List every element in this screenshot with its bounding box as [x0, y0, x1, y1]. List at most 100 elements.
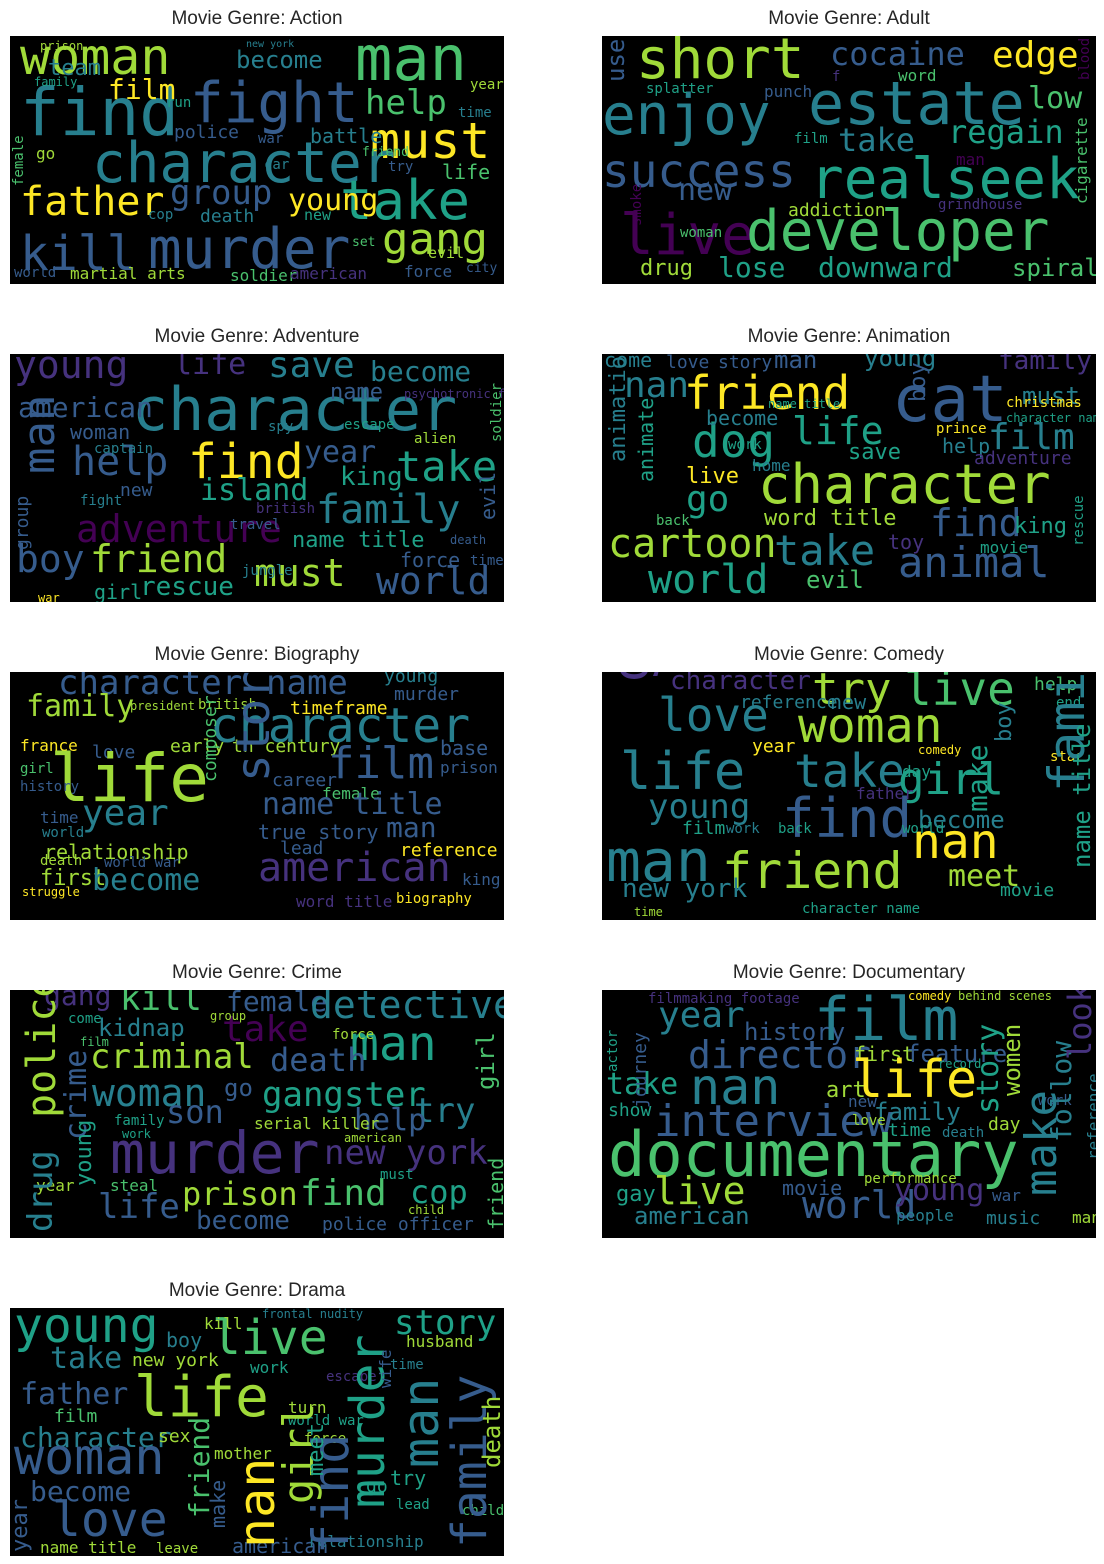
- cloud-word: lose: [718, 251, 786, 284]
- cloud-word: wife: [376, 1349, 395, 1388]
- cloud-word: go: [36, 144, 56, 163]
- cloud-word: actor: [605, 1029, 621, 1072]
- cloud-word: look: [1061, 990, 1096, 1060]
- cloud-word: father: [856, 784, 914, 803]
- cloud-word: serial killer: [254, 1114, 380, 1133]
- cloud-word: world war: [288, 1413, 364, 1429]
- wordcloud-canvas: young life save become character american name…: [10, 354, 504, 602]
- cloud-word: family: [998, 354, 1092, 376]
- cloud-word: character: [20, 1421, 172, 1454]
- cloud-word: kidnap: [98, 1014, 185, 1042]
- cloud-word: new york: [324, 1133, 488, 1173]
- cloud-word: gang: [382, 214, 488, 265]
- cloud-word: young: [864, 354, 937, 372]
- cloud-word: film: [988, 417, 1075, 458]
- cloud-word: young: [384, 672, 439, 687]
- wordcloud-canvas: young live story husband take boy new york fath…: [10, 1308, 504, 1556]
- cloud-word: history: [744, 1018, 846, 1046]
- cloud-word: relationship: [308, 1532, 424, 1551]
- cloud-word: documentary: [608, 1118, 1019, 1191]
- cloud-word: force: [404, 262, 453, 281]
- panel-title: Movie Genre: Comedy: [753, 644, 945, 665]
- cloud-word: young: [288, 183, 379, 218]
- cloud-word: dog: [692, 414, 776, 468]
- cloud-word: take: [340, 169, 471, 232]
- cloud-word: child: [408, 1203, 445, 1217]
- cloud-word: friend: [484, 1157, 504, 1230]
- cloud-word: friend: [684, 366, 851, 420]
- cloud-word: king: [462, 870, 501, 889]
- cloud-word: drug: [640, 256, 693, 281]
- cloud-word: king: [340, 462, 403, 492]
- cloud-word: life: [50, 740, 209, 817]
- cloud-word: enjoy: [602, 83, 771, 148]
- cloud-word: frontal nudity: [262, 1308, 364, 1321]
- cloud-word: come: [68, 1011, 102, 1027]
- cloud-word: group: [170, 173, 273, 213]
- cloud-word: comedy: [918, 743, 962, 757]
- cloud-word: king: [1014, 514, 1067, 539]
- cloud-word: women: [998, 1023, 1026, 1096]
- cloud-word: family: [316, 487, 461, 533]
- cloud-word: woman: [680, 225, 723, 241]
- cloud-word: man: [355, 36, 467, 95]
- cloud-word: f: [832, 69, 841, 85]
- cloud-word: time: [470, 553, 504, 569]
- cloud-word: british: [256, 501, 316, 517]
- panel-title: Movie Genre: Biography: [154, 644, 360, 665]
- cloud-word: cocaine: [830, 36, 965, 73]
- cloud-word: prison: [40, 39, 84, 53]
- cloud-word: american: [18, 391, 153, 424]
- cloud-word: battle: [310, 124, 383, 148]
- cloud-word: must: [370, 112, 491, 170]
- cloud-word: history: [20, 779, 80, 795]
- cloud-word: find: [782, 787, 913, 850]
- cloud-word: death: [478, 1395, 504, 1468]
- cloud-word: regain: [948, 113, 1064, 151]
- cloud-word: new york: [246, 39, 295, 50]
- cloud-word: live: [686, 464, 739, 489]
- cloud-word: friend: [90, 537, 228, 581]
- cloud-word: france: [20, 736, 78, 755]
- cloud-word: death: [450, 533, 487, 547]
- cloud-word: reference: [740, 692, 838, 713]
- cloud-word: girl: [898, 754, 1004, 805]
- cloud-word: journey: [630, 1032, 651, 1108]
- cloud-word: take: [396, 442, 498, 491]
- cloud-word: word: [898, 66, 937, 85]
- cloud-word: murder: [148, 217, 351, 282]
- wordcloud-canvas: gang kill female detective kidnap take man crim…: [10, 990, 504, 1238]
- cloud-word: world: [902, 821, 945, 837]
- cloud-word: nan: [228, 1457, 286, 1548]
- cloud-word: alien: [414, 431, 457, 447]
- cloud-word: filmmaking footage: [648, 991, 800, 1007]
- cloud-word: film: [80, 1035, 109, 1049]
- cloud-word: time: [40, 808, 79, 827]
- cloud-word: become: [196, 1206, 290, 1236]
- cloud-word: take: [838, 121, 916, 159]
- cloud-word: psychotronic film: [404, 387, 504, 401]
- cloud-word: word title: [764, 506, 897, 531]
- cloud-word: name: [330, 380, 383, 405]
- cloud-word: kill: [120, 990, 202, 1019]
- cloud-word: police: [19, 990, 65, 1118]
- cloud-word: become: [370, 355, 472, 388]
- cloud-word: female: [226, 990, 328, 1018]
- cloud-word: jungle: [242, 563, 293, 579]
- cloud-word: travel: [230, 517, 281, 533]
- cloud-word: boy: [906, 362, 931, 402]
- cloud-word: spiral: [1012, 254, 1096, 282]
- cloud-word: fight: [190, 71, 359, 136]
- cloud-word: new york: [622, 874, 748, 904]
- cloud-word: island: [200, 473, 309, 508]
- cloud-word: love: [52, 1492, 168, 1548]
- cloud-word: people: [896, 1206, 954, 1225]
- cloud-word: meet: [948, 859, 1021, 894]
- cloud-word: downward: [818, 251, 953, 284]
- cloud-word: child: [462, 1503, 504, 1519]
- cloud-word: try: [414, 1091, 476, 1131]
- cloud-word: grindhouse: [938, 197, 1023, 213]
- cloud-word: first: [854, 1042, 915, 1066]
- cloud-word: lead: [280, 838, 324, 859]
- cloud-word: smoke: [629, 183, 645, 226]
